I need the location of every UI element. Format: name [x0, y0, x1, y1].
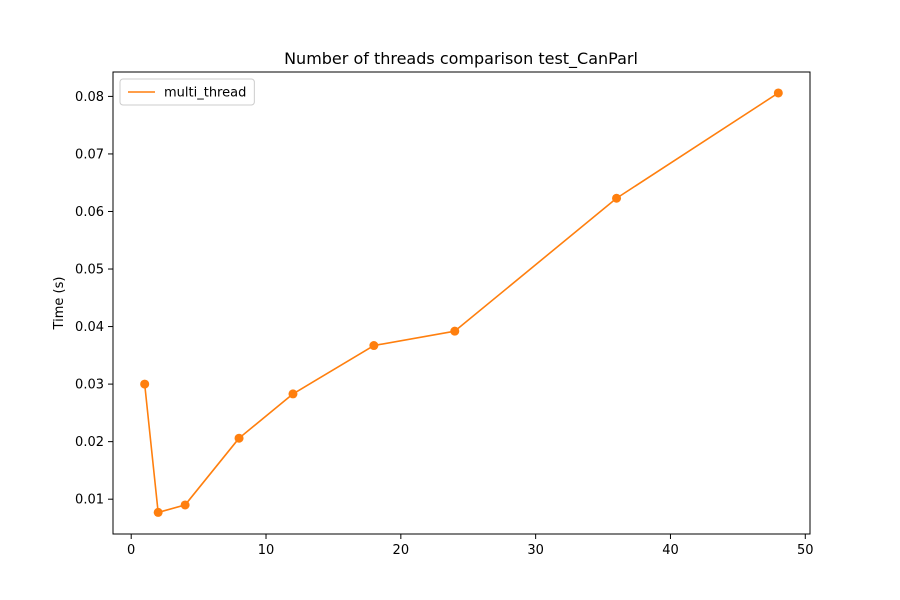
data-point — [450, 326, 460, 336]
axes: 0 10 20 30 40 50 0.01 0.02 0.03 0.04 0.05 0.06 0.07 0… — [75, 71, 814, 558]
x-tick-label: 10 — [258, 543, 275, 558]
y-axis-label: Time (s) — [52, 277, 67, 331]
x-tick-label: 0 — [127, 543, 135, 558]
legend-box — [119, 78, 255, 106]
y-tick-label: 0.06 — [75, 205, 104, 220]
y-tick-label: 0.05 — [75, 263, 104, 278]
data-point — [180, 500, 190, 510]
y-tick-label: 0.03 — [75, 378, 104, 393]
data-point — [288, 389, 298, 399]
x-tick-label: 20 — [393, 543, 410, 558]
legend: multi_thread — [119, 78, 255, 106]
chart-title: Number of threads comparison test_CanPar… — [284, 49, 638, 69]
y-tick-label: 0.07 — [75, 147, 104, 162]
y-tick-label: 0.02 — [75, 435, 104, 450]
axes-frame — [112, 71, 811, 535]
x-tick-label: 30 — [527, 543, 544, 558]
y-tick-label: 0.04 — [75, 320, 104, 335]
plot-area — [140, 88, 783, 517]
x-tick-label: 50 — [797, 543, 814, 558]
x-tick-label: 40 — [662, 543, 679, 558]
data-point — [369, 341, 379, 351]
data-point — [140, 379, 150, 389]
y-tick-label: 0.01 — [75, 493, 104, 508]
data-point — [612, 193, 622, 203]
data-point — [773, 88, 783, 98]
y-tick-label: 0.08 — [75, 90, 104, 105]
data-point — [234, 433, 244, 443]
legend-entry: multi_thread — [164, 86, 246, 101]
data-point — [153, 507, 163, 517]
